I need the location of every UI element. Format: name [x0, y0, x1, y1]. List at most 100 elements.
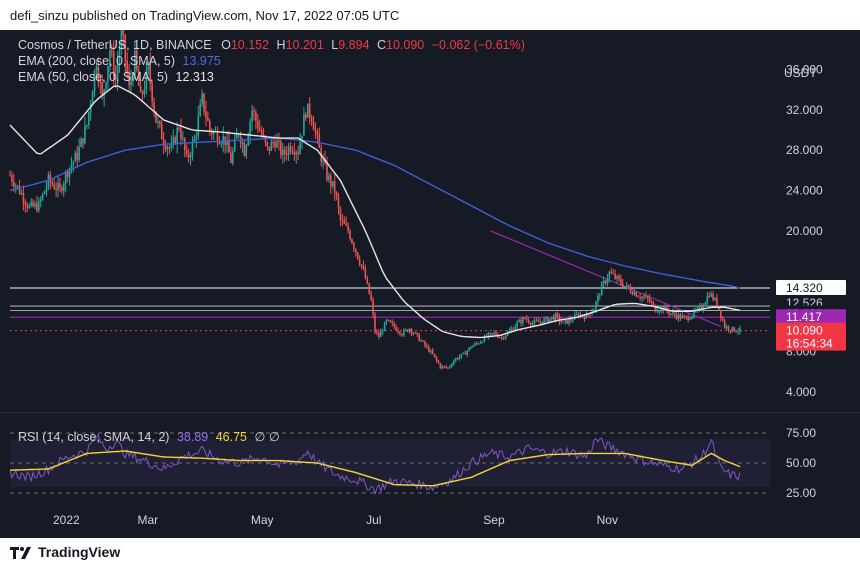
candle-body	[689, 318, 691, 320]
candle-body	[195, 135, 198, 139]
candle-body	[143, 89, 146, 95]
candle-body	[339, 208, 342, 221]
candle-body	[272, 141, 274, 143]
candle-body	[541, 321, 543, 324]
candle-body	[685, 316, 688, 318]
candle-body	[285, 153, 288, 155]
candle-body	[535, 320, 538, 322]
y-tick-label: 20.000	[786, 224, 823, 238]
ema200-label[interactable]: EMA (200, close, 0, SMA, 5)	[18, 54, 176, 68]
rsi-tick-label: 75.00	[786, 426, 816, 440]
candle-body	[38, 201, 40, 211]
chart-canvas[interactable]: 36.00032.00028.00024.00020.0008.0004.000…	[0, 30, 860, 538]
candle-body	[529, 322, 532, 325]
candle-body	[623, 286, 626, 288]
candle-body	[439, 363, 442, 368]
candle-body	[568, 318, 570, 324]
candle-body	[135, 50, 138, 70]
footer: TradingView	[0, 538, 860, 569]
candle-body	[372, 300, 374, 315]
candle-body	[139, 85, 142, 93]
candle-body	[147, 63, 150, 70]
candle-body	[387, 319, 390, 321]
candle-body	[22, 193, 25, 203]
candle-body	[631, 292, 634, 295]
candle-body	[716, 298, 718, 306]
candle-body	[625, 285, 628, 287]
candle-body	[433, 353, 436, 357]
candle-body	[212, 131, 215, 135]
candle-body	[677, 314, 680, 319]
candle-body	[308, 103, 311, 118]
candle-body	[55, 188, 57, 190]
candle-body	[356, 252, 359, 259]
candle-body	[61, 187, 63, 192]
candle-body	[84, 126, 86, 144]
candle-body	[739, 328, 741, 332]
candle-body	[86, 125, 88, 127]
candle-body	[124, 34, 127, 61]
candle-body	[141, 92, 144, 95]
publish-info: defi_sinzu published on TradingView.com,…	[10, 8, 400, 23]
candle-body	[62, 184, 65, 192]
symbol-name[interactable]: Cosmos / TetherUS, 1D, BINANCE	[18, 38, 212, 52]
rsi-legend: RSI (14, close, SMA, 14, 2) 38.89 46.75 …	[18, 429, 280, 444]
candle-body	[51, 182, 54, 185]
candle-body	[693, 310, 695, 317]
ema50-line[interactable]	[9, 85, 741, 339]
tag-14320: 14.320	[786, 281, 823, 295]
candle-body	[608, 272, 611, 279]
candle-body	[297, 152, 299, 154]
candle-body	[68, 168, 71, 177]
candle-body	[235, 134, 238, 139]
candle-body	[412, 332, 415, 334]
candle-body	[78, 146, 80, 161]
candle-body	[185, 150, 188, 155]
candle-body	[91, 92, 94, 104]
candle-body	[59, 183, 61, 188]
chart-panel[interactable]: 36.000 32.000 28.000 24.000 20.000 8.000 4.000…	[0, 30, 860, 538]
candle-body	[721, 317, 724, 321]
candle-body	[441, 366, 444, 368]
candle-body	[310, 117, 313, 122]
candle-body	[635, 292, 638, 297]
tag-11417-bg	[776, 309, 846, 325]
candle-body	[554, 313, 557, 320]
candle-body	[364, 268, 367, 279]
candle-body	[470, 347, 472, 349]
candle-body	[353, 243, 355, 249]
tradingview-logo[interactable]: TradingView	[10, 544, 120, 560]
candle-body	[268, 146, 271, 151]
ema200-line[interactable]	[9, 137, 741, 289]
candle-body	[597, 295, 599, 302]
candle-body	[549, 318, 551, 322]
currency-label: USDT	[784, 66, 817, 80]
candle-body	[524, 317, 526, 319]
candle-body	[43, 191, 46, 194]
y-tick-label: 24.000	[786, 183, 823, 197]
candle-body	[109, 50, 111, 66]
rsi-ma-line[interactable]	[9, 450, 741, 487]
rsi-extra: ∅ ∅	[254, 430, 280, 444]
rsi-label[interactable]: RSI (14, close, SMA, 14, 2)	[18, 430, 170, 444]
candle-body	[570, 318, 572, 321]
candle-body	[660, 307, 663, 312]
trendline[interactable]	[490, 230, 722, 327]
tag-close: 10.090	[786, 324, 823, 338]
candle-body	[675, 314, 678, 319]
candle-body	[70, 164, 73, 169]
candle-body	[646, 296, 649, 299]
candle-body	[228, 139, 230, 153]
candle-body	[406, 329, 409, 332]
candle-body	[199, 104, 201, 117]
ema50-label[interactable]: EMA (50, close, 0, SMA, 5)	[18, 70, 169, 84]
candle-body	[550, 316, 553, 319]
pane-divider[interactable]	[0, 412, 860, 413]
candle-body	[14, 185, 17, 187]
candle-body	[247, 135, 250, 146]
candle-body	[710, 293, 712, 297]
candle-body	[145, 69, 148, 90]
candle-body	[391, 322, 394, 324]
ema200-legend: EMA (200, close, 0, SMA, 5) 13.975	[18, 54, 221, 68]
close-value: 10.090	[386, 38, 425, 52]
